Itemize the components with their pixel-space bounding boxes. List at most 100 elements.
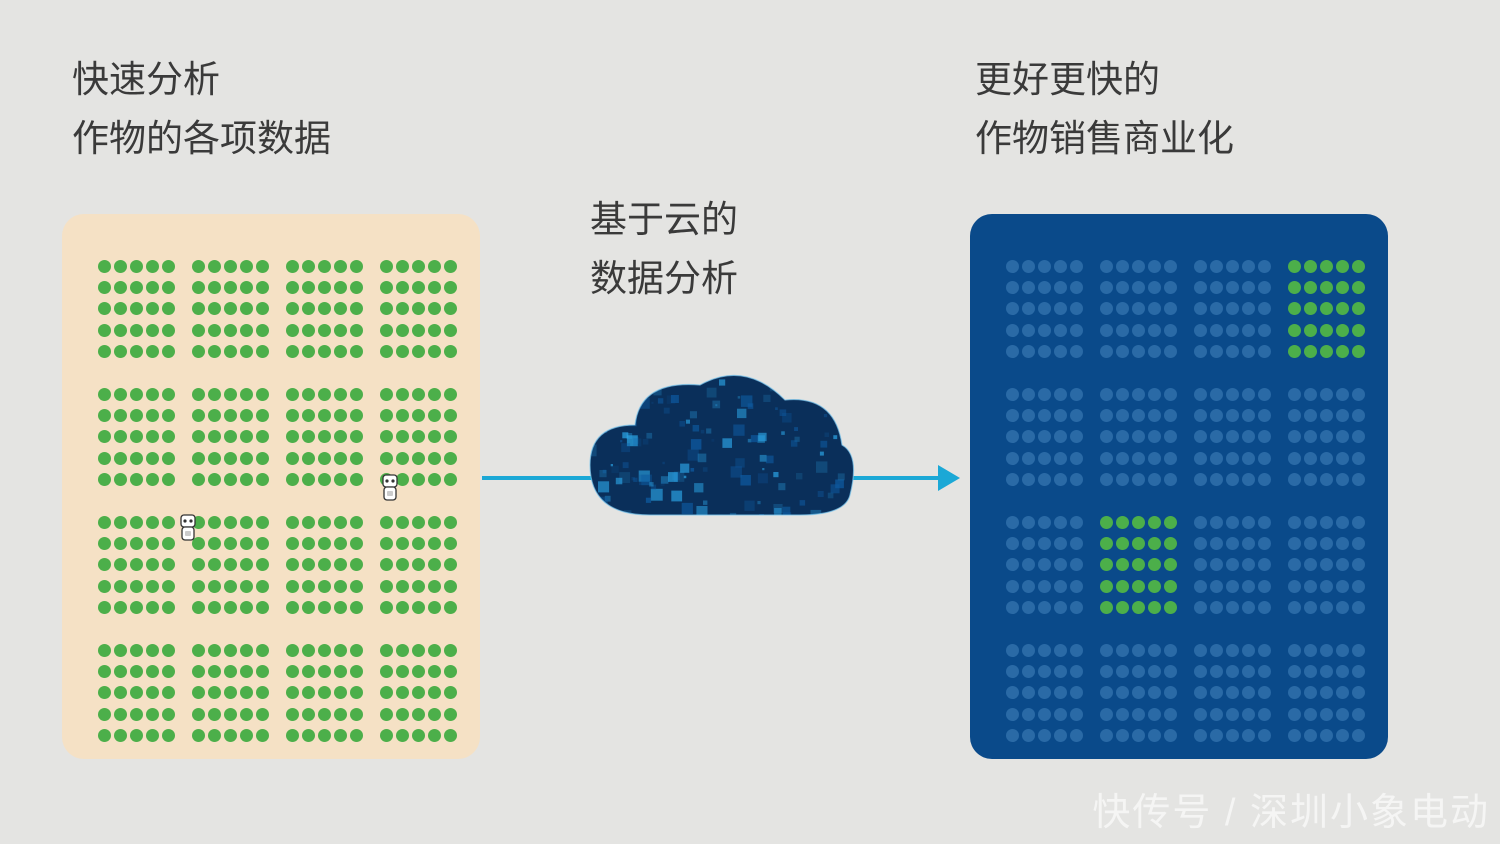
crop-dot-icon xyxy=(396,729,409,742)
crop-dot-icon xyxy=(286,558,299,571)
crop-dot-icon xyxy=(302,409,315,422)
crop-dot-icon xyxy=(1038,260,1051,273)
crop-dot-icon xyxy=(1352,558,1365,571)
dot-block xyxy=(378,640,458,746)
crop-dot-icon xyxy=(98,729,111,742)
crop-dot-icon xyxy=(208,686,221,699)
crop-dot-icon xyxy=(1006,452,1019,465)
crop-dot-icon xyxy=(1006,537,1019,550)
crop-dot-icon xyxy=(412,708,425,721)
crop-dot-icon xyxy=(1352,281,1365,294)
crop-dot-icon xyxy=(1070,345,1083,358)
crop-dot-icon xyxy=(146,473,159,486)
crop-dot-icon xyxy=(256,281,269,294)
crop-dot-icon xyxy=(1070,388,1083,401)
crop-dot-icon xyxy=(1038,324,1051,337)
crop-dot-icon xyxy=(1288,473,1301,486)
crop-dot-icon xyxy=(208,644,221,657)
crop-dot-icon xyxy=(1242,430,1255,443)
crop-dot-icon xyxy=(98,409,111,422)
crop-dot-icon xyxy=(334,686,347,699)
crop-dot-icon xyxy=(350,558,363,571)
crop-dot-icon xyxy=(1164,537,1177,550)
crop-dot-icon xyxy=(1070,665,1083,678)
crop-dot-icon xyxy=(1336,345,1349,358)
crop-dot-icon xyxy=(1006,708,1019,721)
dot-block xyxy=(1098,384,1178,490)
crop-dot-icon xyxy=(396,409,409,422)
crop-dot-icon xyxy=(444,516,457,529)
crop-dot-icon xyxy=(208,537,221,550)
right-heading-line1: 更好更快的 xyxy=(975,50,1234,109)
crop-dot-icon xyxy=(162,388,175,401)
crop-dot-icon xyxy=(334,558,347,571)
crop-dot-icon xyxy=(318,473,331,486)
crop-dot-icon xyxy=(318,452,331,465)
crop-dot-icon xyxy=(146,708,159,721)
crop-dot-icon xyxy=(1132,409,1145,422)
dot-block xyxy=(190,384,270,490)
crop-dot-icon xyxy=(1148,558,1161,571)
crop-dot-icon xyxy=(286,537,299,550)
crop-dot-icon xyxy=(396,324,409,337)
crop-dot-icon xyxy=(396,388,409,401)
dot-block xyxy=(96,256,176,362)
crop-dot-icon xyxy=(1100,260,1113,273)
crop-dot-icon xyxy=(350,409,363,422)
crop-dot-icon xyxy=(1148,388,1161,401)
cloud-icon xyxy=(580,365,860,545)
crop-dot-icon xyxy=(1336,260,1349,273)
dot-block xyxy=(378,256,458,362)
crop-dot-icon xyxy=(192,430,205,443)
crop-dot-icon xyxy=(1038,473,1051,486)
crop-dot-icon xyxy=(1320,537,1333,550)
crop-dot-icon xyxy=(1210,452,1223,465)
crop-dot-icon xyxy=(240,516,253,529)
crop-dot-icon xyxy=(350,708,363,721)
center-heading-line1: 基于云的 xyxy=(590,190,738,249)
crop-dot-icon xyxy=(1148,302,1161,315)
crop-dot-icon xyxy=(1304,430,1317,443)
crop-dot-icon xyxy=(146,558,159,571)
crop-dot-icon xyxy=(208,452,221,465)
crop-dot-icon xyxy=(98,473,111,486)
crop-dot-icon xyxy=(1132,324,1145,337)
crop-dot-icon xyxy=(1226,665,1239,678)
crop-dot-icon xyxy=(162,537,175,550)
dot-block xyxy=(1098,640,1178,746)
crop-dot-icon xyxy=(428,430,441,443)
crop-dot-icon xyxy=(1320,601,1333,614)
crop-dot-icon xyxy=(396,452,409,465)
crop-dot-icon xyxy=(350,324,363,337)
crop-dot-icon xyxy=(240,345,253,358)
crop-dot-icon xyxy=(1070,537,1083,550)
crop-dot-icon xyxy=(1164,665,1177,678)
crop-dot-icon xyxy=(192,665,205,678)
crop-dot-icon xyxy=(114,665,127,678)
crop-dot-icon xyxy=(1226,516,1239,529)
dot-block xyxy=(284,640,364,746)
crop-dot-icon xyxy=(1210,473,1223,486)
crop-dot-icon xyxy=(380,708,393,721)
left-heading: 快速分析 作物的各项数据 xyxy=(72,50,331,168)
crop-dot-icon xyxy=(286,601,299,614)
crop-dot-icon xyxy=(208,409,221,422)
crop-dot-icon xyxy=(302,452,315,465)
crop-dot-icon xyxy=(1258,516,1271,529)
crop-dot-icon xyxy=(1116,516,1129,529)
crop-dot-icon xyxy=(1006,302,1019,315)
crop-dot-icon xyxy=(1258,601,1271,614)
crop-dot-icon xyxy=(1336,537,1349,550)
crop-dot-icon xyxy=(1320,558,1333,571)
flow-arrow-head-icon xyxy=(938,465,960,491)
dot-block xyxy=(1286,256,1366,362)
crop-dot-icon xyxy=(208,473,221,486)
crop-dot-icon xyxy=(114,644,127,657)
crop-dot-icon xyxy=(224,345,237,358)
crop-dot-icon xyxy=(1194,708,1207,721)
crop-dot-icon xyxy=(1132,260,1145,273)
crop-dot-icon xyxy=(1258,729,1271,742)
crop-dot-icon xyxy=(1038,430,1051,443)
crop-dot-icon xyxy=(412,580,425,593)
crop-dot-icon xyxy=(412,644,425,657)
